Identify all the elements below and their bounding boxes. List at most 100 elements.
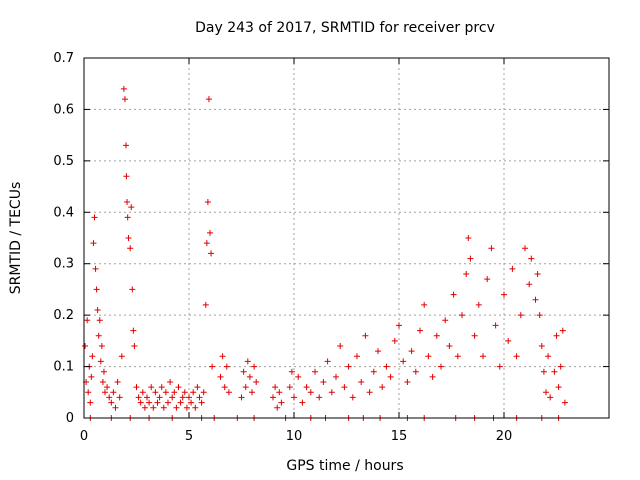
- data-point: [536, 312, 543, 319]
- data-point: [125, 235, 132, 241]
- data-point: [177, 399, 184, 406]
- data-point: [383, 363, 390, 370]
- data-point: [162, 389, 169, 396]
- y-tick-label: 0.4: [53, 205, 74, 220]
- x-tick-label: 5: [185, 429, 193, 444]
- data-point: [133, 384, 140, 391]
- data-point: [278, 399, 285, 406]
- data-point: [480, 353, 486, 360]
- x-tick-label: 20: [496, 429, 513, 444]
- data-point: [131, 343, 138, 349]
- data-point: [137, 399, 144, 406]
- data-point: [179, 394, 186, 401]
- data-point: [203, 240, 210, 247]
- data-point: [450, 291, 457, 298]
- data-point: [123, 173, 130, 180]
- data-point: [400, 358, 407, 365]
- data-point: [312, 368, 318, 375]
- data-point: [244, 358, 251, 365]
- data-point: [526, 281, 533, 288]
- data-point: [90, 240, 97, 247]
- y-tick-label: 0.1: [53, 360, 74, 375]
- data-point: [156, 394, 163, 401]
- data-point: [307, 389, 314, 396]
- data-point: [104, 384, 111, 391]
- data-point: [249, 389, 255, 396]
- data-point: [120, 85, 127, 92]
- data-point: [379, 384, 386, 391]
- data-point: [557, 363, 564, 370]
- data-point: [553, 332, 560, 339]
- data-point: [223, 363, 230, 370]
- data-point: [253, 379, 260, 385]
- data-point: [209, 363, 216, 370]
- data-point: [404, 379, 411, 385]
- data-point: [141, 404, 148, 411]
- data-point: [92, 265, 99, 272]
- data-point: [146, 399, 153, 406]
- data-point: [84, 317, 91, 324]
- data-point: [291, 394, 297, 401]
- data-point: [543, 389, 549, 396]
- axis-ticks: [83, 57, 609, 419]
- data-point: [465, 235, 472, 241]
- data-point: [561, 399, 568, 406]
- data-point: [208, 250, 215, 257]
- data-point: [112, 404, 119, 411]
- data-point: [513, 353, 520, 360]
- data-point: [559, 327, 566, 334]
- data-point: [221, 384, 228, 391]
- data-point: [387, 373, 394, 380]
- data-point: [144, 394, 150, 401]
- data-point: [528, 255, 535, 262]
- data-point: [200, 389, 207, 396]
- data-point: [167, 379, 174, 385]
- data-point: [354, 353, 360, 360]
- data-point: [130, 327, 137, 334]
- data-point: [337, 343, 344, 349]
- data-point: [217, 373, 224, 380]
- data-point: [471, 332, 478, 339]
- data-point: [274, 404, 281, 411]
- data-point: [316, 394, 323, 401]
- data-point: [555, 384, 562, 391]
- data-point: [467, 255, 474, 262]
- x-tick-label: 10: [286, 429, 303, 444]
- data-point: [538, 343, 545, 349]
- data-point: [391, 337, 398, 344]
- data-point: [276, 389, 283, 396]
- data-point: [94, 307, 101, 313]
- data-point: [442, 317, 449, 324]
- data-point: [97, 358, 104, 365]
- data-point: [198, 399, 205, 406]
- data-point: [95, 332, 102, 339]
- data-point: [362, 332, 369, 339]
- data-point: [286, 384, 293, 391]
- data-point: [433, 332, 440, 339]
- x-axis-label: GPS time / hours: [286, 458, 403, 474]
- data-point: [124, 214, 131, 221]
- data-point: [408, 348, 415, 355]
- data-point: [152, 389, 159, 396]
- data-point: [522, 245, 528, 252]
- data-point: [108, 399, 115, 406]
- data-point: [139, 389, 146, 396]
- data-point: [100, 368, 107, 375]
- data-point: [501, 291, 507, 298]
- y-tick-label: 0.7: [53, 51, 74, 66]
- data-point: [91, 214, 98, 221]
- data-point: [303, 384, 310, 391]
- data-point: [116, 394, 123, 401]
- data-point: [475, 301, 482, 308]
- data-point: [114, 379, 121, 385]
- data-point: [484, 276, 491, 283]
- data-point: [154, 399, 161, 406]
- data-point: [358, 379, 365, 385]
- data-point: [158, 384, 165, 391]
- data-point: [532, 296, 539, 303]
- data-point: [492, 322, 499, 329]
- data-point: [534, 271, 541, 277]
- y-axis-label: SRMTID / TECUs: [8, 182, 24, 295]
- data-point: [270, 394, 276, 401]
- data-point: [488, 245, 495, 252]
